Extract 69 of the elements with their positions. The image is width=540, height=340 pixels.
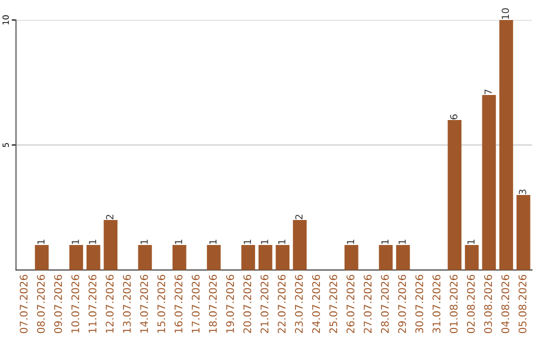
x-tick-label: 16.07.2026 bbox=[174, 274, 182, 333]
y-tick-label: 5 bbox=[2, 143, 9, 148]
x-tick-label: 13.07.2026 bbox=[122, 274, 131, 333]
data-label: 2 bbox=[106, 214, 114, 220]
bar bbox=[464, 245, 479, 270]
data-label: 1 bbox=[244, 240, 251, 244]
x-tick-label: 11.07.2026 bbox=[88, 274, 96, 333]
x-tick-label: 01.08.2026 bbox=[450, 274, 458, 334]
data-label: 1 bbox=[209, 240, 216, 244]
data-label: 7 bbox=[484, 90, 492, 94]
bar bbox=[258, 245, 272, 270]
x-tick-label: 22.07.2026 bbox=[278, 274, 286, 334]
x-tick-label: 10.07.2026 bbox=[71, 274, 80, 333]
data-label: 1 bbox=[140, 240, 148, 244]
x-tick-label: 31.07.2026 bbox=[432, 274, 440, 334]
data-label: 1 bbox=[278, 240, 286, 244]
x-tick-label: 17.07.2026 bbox=[192, 274, 200, 333]
x-tick-label: 09.07.2026 bbox=[54, 274, 62, 334]
x-tick-label: 18.07.2026 bbox=[208, 274, 217, 333]
x-tick-label: 28.07.2026 bbox=[380, 274, 389, 334]
data-label: 1 bbox=[37, 240, 44, 244]
bar bbox=[482, 95, 496, 270]
bar bbox=[396, 245, 410, 270]
bar bbox=[292, 220, 307, 270]
bar bbox=[276, 245, 290, 270]
x-tick-label: 20.07.2026 bbox=[243, 274, 252, 334]
x-tick-label: 25.07.2026 bbox=[329, 274, 338, 334]
data-label: 1 bbox=[260, 240, 268, 244]
data-label: 10 bbox=[502, 8, 510, 19]
x-tick-label: 29.07.2026 bbox=[398, 274, 406, 334]
x-tick-label: 19.07.2026 bbox=[226, 274, 234, 333]
data-label: 2 bbox=[295, 214, 302, 220]
bar bbox=[206, 245, 221, 270]
x-tick-label: 30.07.2026 bbox=[415, 274, 424, 334]
bar bbox=[172, 245, 186, 270]
x-tick-label: 02.08.2026 bbox=[466, 274, 475, 334]
bar bbox=[86, 245, 100, 270]
x-tick-label: 24.07.2026 bbox=[312, 274, 320, 334]
bar bbox=[241, 245, 256, 270]
data-label: 1 bbox=[88, 240, 96, 244]
x-tick-label: 04.08.2026 bbox=[501, 274, 510, 334]
x-tick-label: 03.08.2026 bbox=[484, 274, 492, 334]
bar bbox=[378, 245, 393, 270]
bar bbox=[448, 120, 462, 270]
data-label: 3 bbox=[518, 190, 526, 194]
x-tick-label: 05.08.2026 bbox=[518, 274, 526, 334]
x-tick-label: 15.07.2026 bbox=[157, 274, 166, 333]
x-tick-label: 23.07.2026 bbox=[294, 274, 303, 334]
bar bbox=[34, 245, 49, 270]
data-label: 1 bbox=[72, 240, 79, 244]
bar bbox=[69, 245, 84, 270]
x-tick-label: 08.07.2026 bbox=[36, 274, 45, 334]
x-tick-label: 21.07.2026 bbox=[260, 274, 268, 334]
bar bbox=[344, 245, 358, 270]
x-tick-label: 12.07.2026 bbox=[106, 274, 114, 333]
bar bbox=[138, 245, 152, 270]
x-tick-label: 07.07.2026 bbox=[20, 274, 28, 334]
data-label: 1 bbox=[174, 240, 182, 244]
x-tick-label: 26.07.2026 bbox=[346, 274, 354, 334]
data-label: 6 bbox=[450, 114, 458, 120]
bar bbox=[516, 195, 530, 270]
bar bbox=[104, 220, 118, 270]
data-label: 1 bbox=[398, 240, 406, 244]
data-label: 1 bbox=[381, 240, 388, 244]
x-tick-label: 27.07.2026 bbox=[364, 274, 372, 334]
bar bbox=[499, 20, 514, 270]
x-tick-label: 14.07.2026 bbox=[140, 274, 148, 333]
data-label: 1 bbox=[346, 240, 354, 244]
data-label: 1 bbox=[467, 240, 474, 244]
